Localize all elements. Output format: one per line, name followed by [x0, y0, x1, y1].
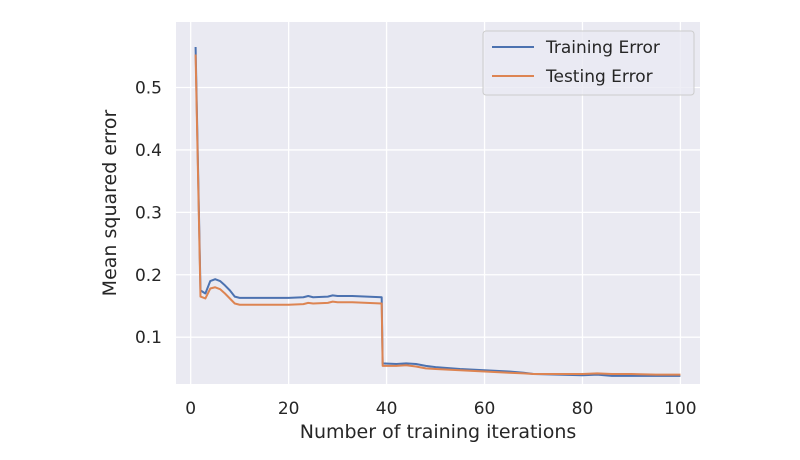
legend-label-testing: Testing Error — [545, 67, 653, 87]
series-lines — [194, 46, 681, 377]
x-tick-label: 80 — [572, 399, 594, 419]
x-tick-label: 60 — [474, 399, 496, 419]
x-axis-label: Number of training iterations — [300, 421, 577, 443]
x-tick-label: 40 — [376, 399, 398, 419]
x-tick-labels: 0 20 40 60 80 100 — [185, 399, 696, 419]
y-tick-label: 0.4 — [135, 141, 162, 161]
y-tick-label: 0.5 — [135, 79, 162, 99]
y-tick-labels: 0.1 0.2 0.3 0.4 0.5 — [135, 79, 162, 349]
y-tick-label: 0.3 — [135, 203, 162, 223]
series-line-testing-error — [194, 54, 681, 376]
legend-label-training: Training Error — [545, 38, 660, 58]
y-tick-label: 0.1 — [135, 328, 162, 348]
legend-box — [482, 30, 695, 96]
x-tick-label: 20 — [278, 399, 300, 419]
x-tick-label: 0 — [185, 399, 196, 419]
x-tick-label: 100 — [664, 399, 696, 419]
y-tick-label: 0.2 — [135, 266, 162, 286]
y-axis-label: Mean squared error — [99, 109, 121, 296]
legend: Training Error Testing Error — [482, 30, 695, 96]
